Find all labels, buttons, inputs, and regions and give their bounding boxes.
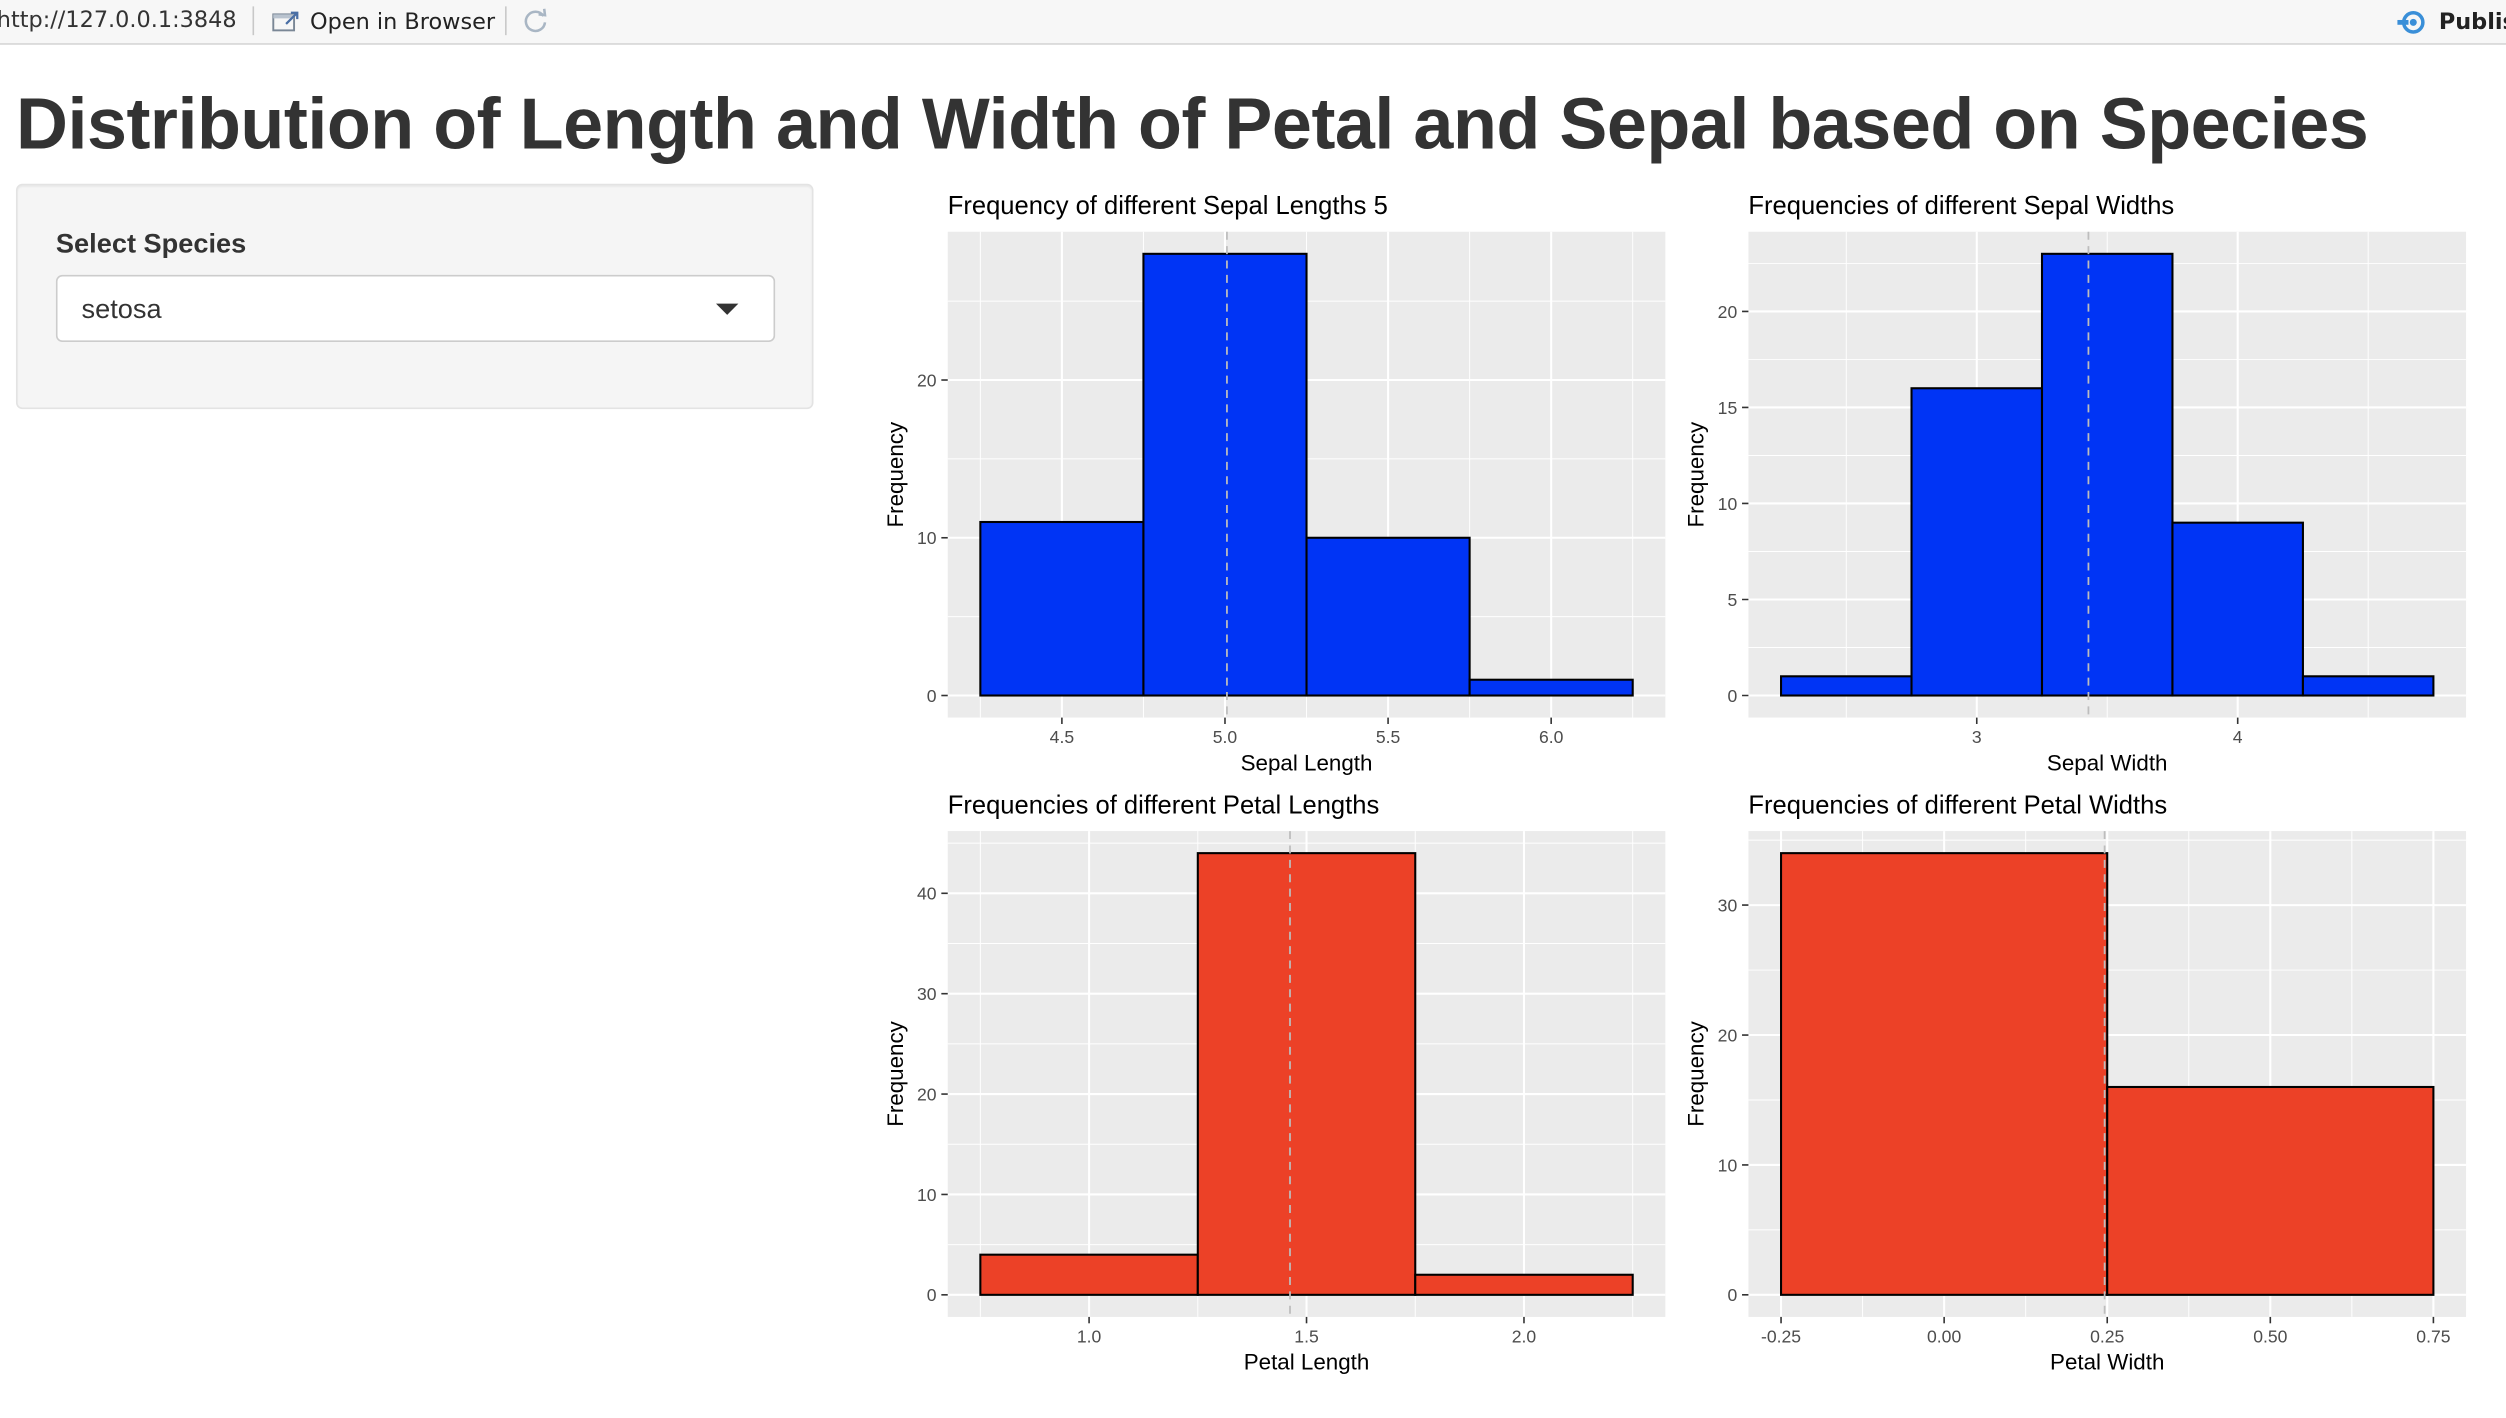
histogram-bar [1196,852,1417,1296]
y-tick-label: 10 [917,1185,937,1205]
y-tick-label: 0 [927,686,937,706]
y-tick-label: 20 [1718,302,1738,322]
x-tick-label: 4.5 [1050,727,1075,747]
histogram-bar [2040,252,2174,697]
open-in-browser-icon [272,10,299,31]
chart-title: Frequencies of different Petal Widths [1748,791,2167,819]
histogram-bar [1780,675,1913,697]
x-tick-label: 0.00 [1927,1326,1961,1346]
y-axis-label: Frequency [1684,421,1709,527]
y-tick-label: 30 [1718,896,1738,916]
y-axis-label: Frequency [1684,1020,1709,1126]
y-tick-label: 40 [917,884,937,904]
x-tick-label: 5.0 [1213,727,1238,747]
histogram-bar [1142,252,1308,697]
publish-button[interactable]: Publish [2397,5,2506,39]
y-tick-label: 10 [1718,1155,1738,1175]
histogram-bar [2171,521,2304,697]
y-tick-label: 0 [1727,686,1737,706]
toolbar-separator [252,6,255,36]
x-tick-label: 0.50 [2253,1326,2287,1346]
chart-title: Frequencies of different Petal Lengths [948,791,1380,819]
chevron-down-icon [715,303,739,315]
y-tick-label: 15 [1718,398,1738,418]
x-axis-label: Petal Length [1244,1350,1370,1375]
petal-width-chart: Frequencies of different Petal Widths -0.… [1684,791,2467,1375]
x-tick-label: 1.5 [1294,1326,1319,1346]
sepal-width-chart: Frequencies of different Sepal Widths 3 4 0… [1684,192,2467,775]
plot-petal-length: Frequencies of different Petal Lengths 1.… [876,778,1675,1385]
y-axis-label: Frequency [883,1020,908,1126]
x-tick-label: 3 [1972,727,1982,747]
plot-sepal-width: Frequencies of different Sepal Widths 3 4 0… [1677,179,2476,786]
species-select-label: Select Species [55,228,247,259]
y-tick-label: 30 [917,984,937,1004]
histogram-bar [2301,675,2435,697]
y-tick-label: 20 [917,370,937,390]
histogram-bar [979,1253,1199,1296]
y-tick-label: 10 [917,528,937,548]
x-tick-label: 4 [2233,727,2243,747]
y-tick-label: 0 [927,1285,937,1305]
plot-petal-width: Frequencies of different Petal Widths -0.… [1677,778,2476,1385]
x-tick-label: 1.0 [1077,1326,1102,1346]
histogram-bar [1910,387,2044,697]
histogram-bar [1468,678,1634,697]
histogram-bar [1305,536,1471,697]
toolbar-separator [505,6,507,36]
x-tick-label: 2.0 [1512,1326,1537,1346]
chart-title: Frequency of different Sepal Lengths 5 [948,192,1388,220]
open-in-browser-label: Open in Browser [310,8,496,35]
plot-sepal-length: Frequency of different Sepal Lengths 5 4.… [876,179,1675,786]
refresh-icon[interactable] [521,6,550,35]
publish-label: Publish [2438,8,2506,35]
histogram-bar [1414,1273,1634,1296]
x-tick-label: 0.25 [2090,1326,2124,1346]
x-axis-label: Sepal Width [2047,750,2168,775]
page-title: Distribution of Length and Width of Peta… [15,83,2369,165]
x-tick-label: -0.25 [1761,1326,1801,1346]
open-in-browser-button[interactable]: Open in Browser [272,5,495,39]
x-axis-label: Petal Width [2050,1350,2164,1375]
viewer-toolbar: http://127.0.0.1:3848 Open in Browser Pu… [0,0,2506,45]
y-tick-label: 20 [917,1084,937,1104]
x-axis-label: Sepal Length [1241,750,1373,775]
histogram-bar [1780,852,2109,1296]
petal-length-chart: Frequencies of different Petal Lengths 1.… [883,791,1666,1375]
species-select-value: setosa [81,294,162,325]
y-axis-label: Frequency [883,421,908,527]
species-select[interactable]: setosa [55,274,776,343]
y-tick-label: 10 [1718,494,1738,514]
histogram-bar [2106,1085,2435,1296]
histogram-bar [979,520,1145,697]
y-tick-label: 5 [1727,590,1737,610]
x-tick-label: 6.0 [1539,727,1564,747]
x-tick-label: 5.5 [1376,727,1401,747]
y-tick-label: 0 [1727,1285,1737,1305]
publish-icon [2397,10,2425,33]
chart-title: Frequencies of different Sepal Widths [1748,192,2174,220]
x-tick-label: 0.75 [2416,1326,2450,1346]
url-text[interactable]: http://127.0.0.1:3848 [0,7,237,34]
sidebar-panel: Select Species setosa [15,183,814,410]
sepal-length-chart: Frequency of different Sepal Lengths 5 4.… [883,192,1666,775]
y-tick-label: 20 [1718,1025,1738,1045]
